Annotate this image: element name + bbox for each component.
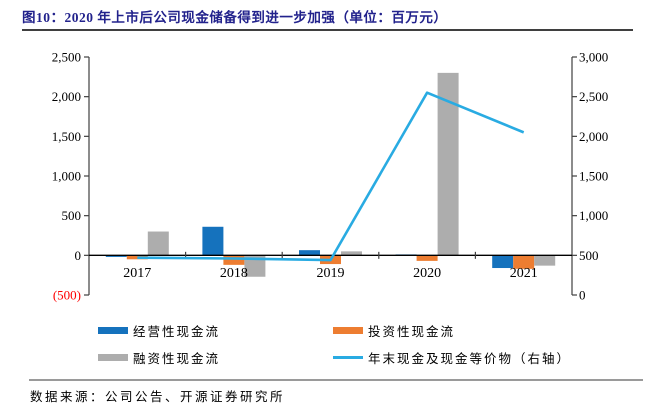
legend-swatch-financing-icon (98, 354, 128, 361)
legend-label-cash-line: 年末现金及现金等价物（右轴） (368, 352, 572, 366)
legend-label-operating: 经营性现金流 (133, 325, 221, 339)
category-label-2019: 2019 (317, 266, 345, 281)
category-label-2020: 2020 (413, 266, 441, 281)
bar-investing-2018 (223, 255, 245, 265)
source-text: 数据来源：公司公告、开源证券研究所 (30, 390, 286, 404)
legend-label-financing: 融资性现金流 (133, 352, 221, 366)
right-axis-tick-label: 2,500 (579, 89, 608, 104)
footer-divider (29, 379, 643, 381)
right-axis-tick-label: 1,500 (579, 169, 608, 184)
bar-financing-2017 (147, 231, 169, 256)
category-label-2017: 2017 (123, 266, 151, 281)
bar-operating-2019 (299, 250, 320, 256)
left-axis-tick-label: 0 (75, 248, 82, 263)
category-label-2021: 2021 (510, 266, 538, 281)
bar-financing-2019 (341, 251, 362, 256)
left-axis-tick-label: 1,000 (52, 169, 81, 184)
legend-swatch-cash-line-icon (333, 356, 363, 359)
legend-label-investing: 投资性现金流 (368, 325, 456, 339)
series-line-cash-line (137, 91, 525, 262)
left-axis-tick-label: (500) (53, 288, 81, 303)
legend-item-operating: 经营性现金流 (98, 321, 220, 340)
legend-item-cash-line: 年末现金及现金等价物（右轴） (333, 348, 571, 367)
bar-investing-2017 (126, 255, 148, 260)
left-axis-tick-label: 500 (62, 208, 82, 223)
bar-investing-2020 (416, 255, 438, 261)
legend-item-investing: 投资性现金流 (333, 321, 455, 340)
right-axis-tick-label: 2,000 (579, 129, 608, 144)
right-axis-tick-label: 500 (579, 248, 599, 263)
bar-operating-2021 (492, 255, 514, 269)
bar-financing-2018 (244, 255, 266, 277)
right-axis-tick-label: 3,000 (579, 50, 608, 65)
bar-financing-2021 (534, 255, 556, 266)
right-axis-tick-label: 1,000 (579, 208, 608, 223)
bar-operating-2017 (105, 255, 127, 257)
legend-swatch-operating-icon (98, 327, 128, 334)
bar-operating-2018 (202, 226, 224, 256)
category-label-2018: 2018 (220, 266, 248, 281)
legend-item-financing: 融资性现金流 (98, 348, 220, 367)
left-axis-tick-label: 2,500 (52, 50, 81, 65)
title-underline (22, 29, 633, 31)
legend-swatch-investing-icon (333, 327, 363, 334)
page-title: 图10：2020 年上市后公司现金储备得到进一步加强（单位：百万元） (22, 10, 448, 25)
left-axis-tick-label: 1,500 (52, 129, 81, 144)
right-axis-tick-label: 0 (579, 288, 586, 303)
left-axis-tick-label: 2,000 (52, 89, 81, 104)
bar-financing-2020 (437, 72, 459, 256)
bar-investing-2021 (513, 255, 535, 269)
